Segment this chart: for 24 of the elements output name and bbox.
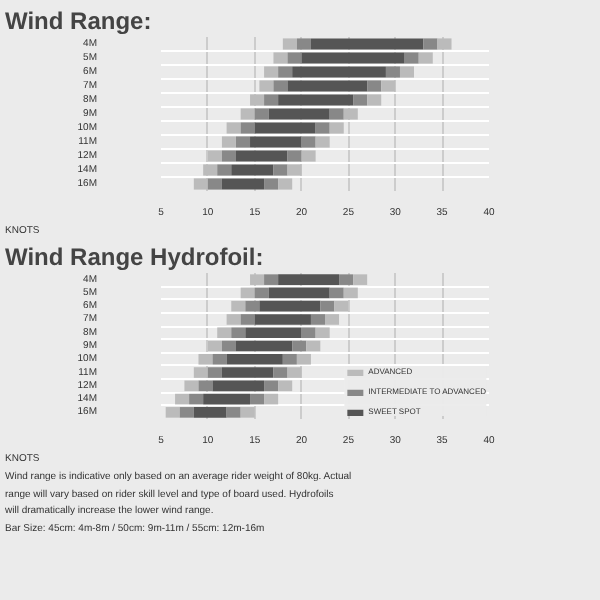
bar <box>329 122 344 134</box>
bar <box>343 108 358 120</box>
bar <box>315 122 330 134</box>
bar <box>301 150 316 162</box>
chart-title: Wind Range: <box>5 7 152 35</box>
bar <box>423 38 438 50</box>
bar <box>315 136 330 148</box>
bar <box>437 38 452 50</box>
bar <box>367 94 382 106</box>
bar <box>404 52 419 64</box>
bar <box>367 80 382 92</box>
bar <box>240 407 255 418</box>
bar <box>287 150 302 162</box>
bar <box>385 66 400 78</box>
bar <box>418 52 433 64</box>
bar <box>301 136 316 148</box>
bar <box>381 80 396 92</box>
bar <box>353 94 368 106</box>
bar <box>264 393 279 405</box>
bar <box>226 407 241 418</box>
chart-title: Wind Range Hydrofoil: <box>5 243 264 271</box>
bar <box>250 393 265 405</box>
bar <box>399 66 415 78</box>
bar <box>329 108 344 120</box>
